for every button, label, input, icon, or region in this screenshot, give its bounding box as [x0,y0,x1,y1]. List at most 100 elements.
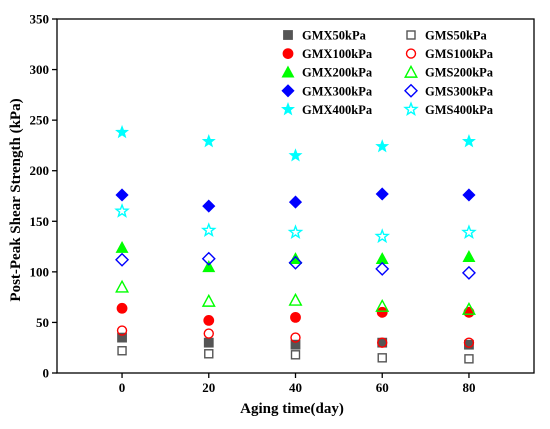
y-tick-label: 0 [43,366,50,381]
legend-item: GMX300kPa [281,84,373,98]
legend-label: GMS400kPa [425,103,494,117]
series-GMX50kPa [117,332,474,350]
axes: 0 50 100 150 200 250 300 350 0 20 40 60 80 [30,12,535,395]
data-point [202,199,216,213]
y-tick-label: 150 [30,214,50,229]
y-tick-label: 50 [36,315,49,330]
x-tick-label: 0 [119,380,126,395]
legend-marker [282,48,294,59]
x-tick-label: 60 [376,380,389,395]
data-point [461,134,476,148]
legend-marker [405,48,417,59]
x-tick-label: 20 [202,380,215,395]
y-axis-title: Post-Peak Shear Strength (kPa) [8,98,24,301]
legend-label: GMX300kPa [302,84,373,98]
y-tick-label: 100 [30,264,50,279]
data-point [288,255,303,270]
legend-item: GMX400kPa [281,102,373,117]
data-point [115,124,130,139]
y-tick-label: 350 [30,12,50,27]
legend-label: GMX200kPa [302,66,373,80]
data-point [462,250,476,263]
legend-marker [404,64,418,78]
legend: GMX50kPa GMX100kPa GMX200kPa GMX300kPa GMX40… [281,29,494,117]
data-point [288,292,303,306]
y-tick-label: 200 [30,163,50,178]
data-point [461,265,476,280]
data-point [114,202,130,218]
series-GMS200kPa [115,279,476,315]
data-points [114,124,477,364]
data-point [200,222,217,238]
data-point [204,349,214,359]
legend-label: GMS100kPa [425,47,494,61]
data-point [290,332,301,343]
data-point [374,228,391,244]
legend-label: GMX100kPa [302,47,373,61]
y-tick-label: 250 [30,113,50,128]
data-point [115,279,130,293]
data-point [288,195,303,209]
data-point [201,293,216,307]
legend-marker [403,101,419,117]
data-point [375,261,390,276]
legend-label: GMX400kPa [302,103,373,117]
data-point [290,311,301,323]
data-point [202,260,216,273]
y-tick-label: 300 [30,62,50,77]
data-point [115,252,130,267]
legend-marker [404,83,418,98]
legend-marker [281,65,295,78]
x-tick-label: 40 [289,380,302,395]
data-point [116,302,128,314]
x-tick-label: 80 [462,380,475,395]
legend-label: GMS200kPa [425,66,494,80]
data-point [377,337,388,348]
legend-marker [281,102,295,116]
legend-label: GMS300kPa [425,84,494,98]
data-point [461,224,477,240]
legend-label: GMX50kPa [302,29,367,43]
data-point [375,187,389,201]
legend-item: GMX200kPa [281,65,373,80]
data-point [464,354,474,364]
data-point [117,332,127,343]
series-GMS50kPa [117,346,474,364]
data-point [463,337,475,348]
data-point [375,298,390,312]
legend-item: GMS100kPa [405,47,494,61]
series-GMS100kPa [116,325,475,348]
data-point [377,353,387,363]
legend-marker [283,30,293,40]
legend-marker [281,84,295,98]
series-GMS400kPa [114,202,477,244]
legend-label: GMS50kPa [425,29,488,43]
data-point [203,315,215,326]
data-point [203,328,214,339]
series-GMX100kPa [116,302,475,326]
data-point [462,188,476,202]
data-point [376,306,388,318]
series-GMX400kPa [115,124,476,162]
legend-item: GMX100kPa [282,47,373,61]
data-point [375,139,390,153]
series-GMS300kPa [115,251,476,280]
data-point [116,325,128,336]
data-point [288,148,303,162]
legend-item: GMS400kPa [403,101,494,117]
legend-item: GMX50kPa [283,29,367,43]
data-point [290,350,301,360]
legend-item: GMS200kPa [404,64,494,80]
legend-item: GMS50kPa [406,29,488,43]
data-point [201,134,216,148]
legend-marker [406,30,416,40]
data-point [203,337,214,348]
legend-item: GMS300kPa [404,83,494,98]
data-point [201,251,216,266]
data-point [115,240,129,253]
data-point [290,339,301,350]
data-point [115,188,129,202]
data-point [117,346,127,356]
